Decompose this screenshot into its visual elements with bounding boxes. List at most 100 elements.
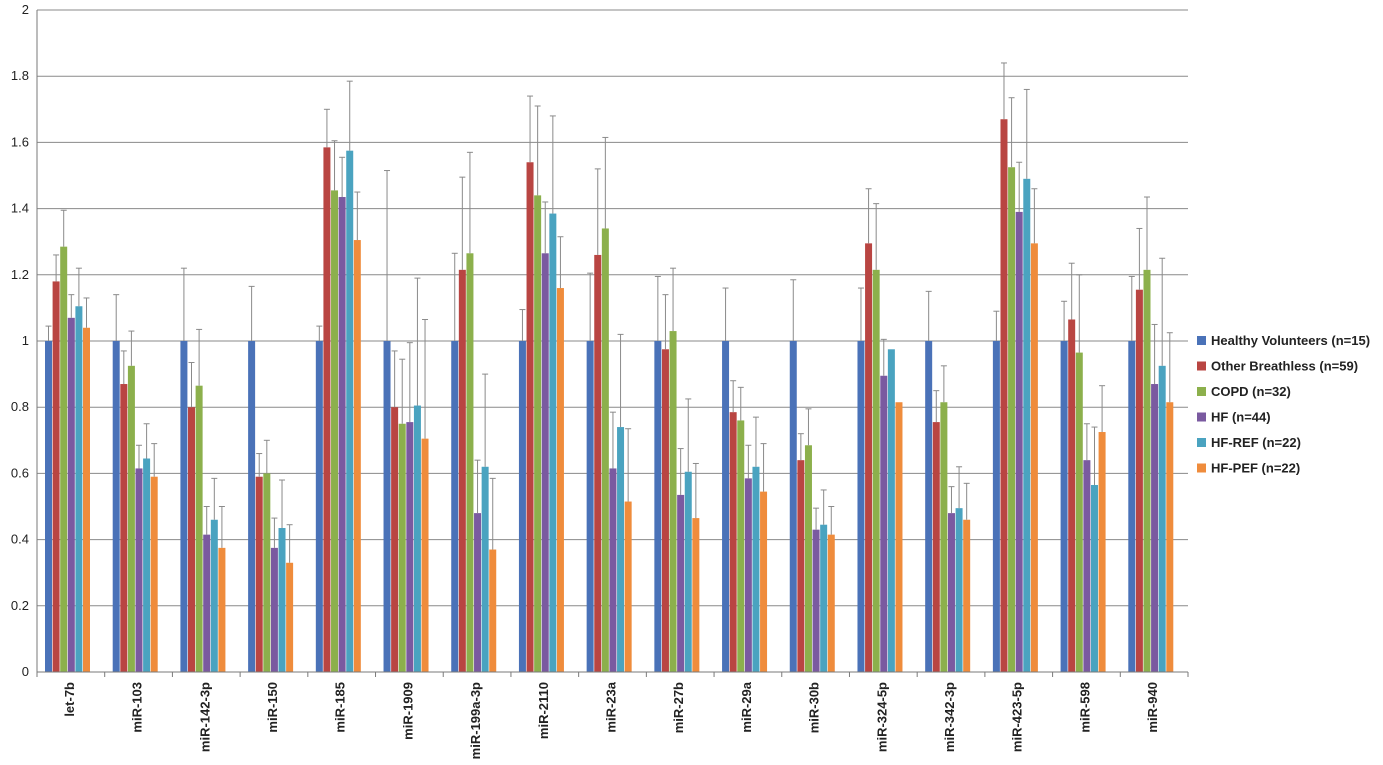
y-tick-label: 2 <box>22 2 29 17</box>
bar <box>932 422 940 672</box>
bar <box>617 427 625 672</box>
x-tick-label: miR-1909 <box>400 682 415 740</box>
y-tick-label: 1.8 <box>11 68 29 83</box>
bar <box>669 331 677 672</box>
bar <box>812 529 820 672</box>
bar <box>586 341 594 672</box>
bar <box>947 513 955 672</box>
gridlines <box>37 9 1188 607</box>
bar <box>315 341 323 672</box>
bar <box>541 253 549 672</box>
x-tick-label: miR-30b <box>807 682 822 733</box>
bar <box>827 534 835 672</box>
bar <box>45 341 52 672</box>
bar <box>489 549 497 672</box>
legend-label: Other Breathless (n=59) <box>1211 359 1358 374</box>
bar <box>1060 341 1068 672</box>
legend-swatch <box>1197 463 1206 473</box>
y-tick-label: 1.6 <box>11 134 29 149</box>
x-tick-label: miR-27b <box>671 682 686 733</box>
bar <box>1151 384 1159 672</box>
bar <box>52 281 60 672</box>
bar <box>737 420 745 672</box>
bar <box>1068 319 1076 672</box>
x-tick-label: miR-199a-3p <box>468 682 483 759</box>
bar <box>413 405 421 672</box>
y-tick-label: 1 <box>22 333 29 348</box>
bar <box>549 213 557 672</box>
bar <box>752 466 760 672</box>
bar <box>609 468 617 672</box>
x-tick-label: miR-324-5p <box>874 682 889 752</box>
x-tick-label: miR-598 <box>1077 682 1092 733</box>
bar <box>143 458 151 672</box>
bar <box>218 547 226 672</box>
y-tick-label: 1.4 <box>11 201 29 216</box>
bar <box>60 246 68 673</box>
bar <box>534 195 542 673</box>
y-tick-label: 0 <box>22 664 29 679</box>
x-tick-label: miR-940 <box>1145 682 1160 733</box>
bar <box>872 269 880 672</box>
bar <box>406 422 414 672</box>
bar <box>188 407 196 672</box>
x-tick-label: miR-150 <box>265 682 280 733</box>
legend-label: HF-PEF (n=22) <box>1211 461 1300 476</box>
bar <box>1135 289 1143 672</box>
y-tick-label: 0.2 <box>11 598 29 613</box>
bar <box>112 341 120 672</box>
bar <box>1158 365 1166 672</box>
bar <box>654 341 662 672</box>
bar <box>323 147 331 673</box>
bar <box>458 269 466 672</box>
x-tick-label: miR-142-3p <box>197 682 212 752</box>
legend-swatch <box>1197 387 1206 396</box>
bar <box>518 341 526 672</box>
bar <box>1008 167 1016 672</box>
bar <box>270 547 278 672</box>
legend-label: Healthy Volunteers (n=15) <box>1211 333 1370 348</box>
bar <box>1090 484 1098 672</box>
x-tick-label: miR-23a <box>604 681 619 732</box>
bar <box>1015 211 1023 672</box>
bar <box>120 384 128 672</box>
y-tick-label: 1.2 <box>11 267 29 282</box>
x-tick-label: miR-29a <box>739 681 754 732</box>
bar <box>353 240 361 673</box>
bar <box>880 375 888 672</box>
bar <box>1000 119 1008 673</box>
bar <box>127 365 135 672</box>
bar <box>1143 269 1151 672</box>
bar <box>789 341 797 672</box>
bar <box>75 306 83 672</box>
bar <box>992 341 1000 672</box>
bar <box>601 228 609 672</box>
legend-label: COPD (n=32) <box>1211 384 1291 399</box>
bar <box>692 518 700 672</box>
bar <box>722 341 730 672</box>
x-tick-label: miR-185 <box>333 682 348 733</box>
bar <box>526 162 534 672</box>
bar <box>248 341 256 672</box>
bar <box>594 254 602 672</box>
bar <box>684 471 692 672</box>
bar <box>67 317 75 672</box>
bar <box>180 341 188 672</box>
bar <box>398 423 406 672</box>
bar <box>1030 243 1038 673</box>
bar <box>1075 352 1083 672</box>
legend-label: HF-REF (n=22) <box>1211 435 1301 450</box>
bar <box>135 468 143 672</box>
bar <box>255 476 263 672</box>
bar <box>955 508 963 672</box>
bar <box>729 412 737 672</box>
bar <box>1128 341 1136 672</box>
bar <box>481 466 489 672</box>
bar <box>421 438 429 672</box>
bar <box>210 519 218 672</box>
legend-swatch <box>1197 412 1206 422</box>
bar <box>391 407 399 672</box>
legend-swatch <box>1197 438 1206 447</box>
